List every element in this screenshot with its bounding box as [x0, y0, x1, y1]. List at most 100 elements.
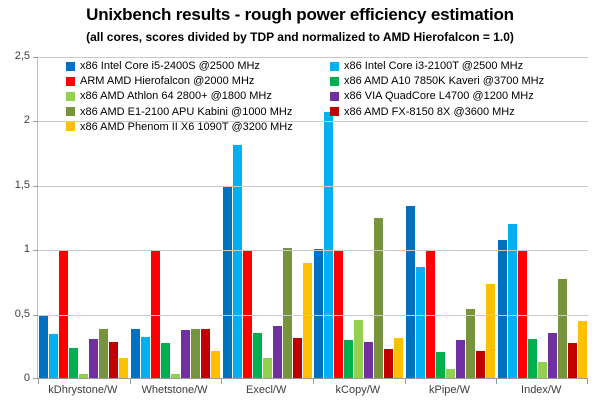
y-axis-label: 0,5 [14, 307, 30, 320]
bar [557, 278, 567, 379]
y-axis: 0 0,5 1 1,5 2 2,5 [0, 0, 30, 408]
legend-item: x86 Intel Core i3-2100T @2500 MHz [330, 60, 523, 72]
bar [222, 185, 232, 379]
bar [486, 283, 496, 379]
category-label: kCopy/W [335, 384, 381, 396]
legend-item-label: x86 Intel Core i3-2100T @2500 MHz [344, 60, 524, 72]
bar [364, 341, 374, 379]
legend-item-label: x86 AMD FX-8150 8X @3600 MHz [344, 105, 515, 118]
bar [507, 224, 517, 379]
bar [272, 326, 282, 379]
legend-item-label: x86 AMD A10 7850K Kaveri @3700 MHz [344, 75, 545, 88]
x-axis-tick [221, 379, 223, 384]
bar [232, 144, 242, 379]
gridline [38, 314, 588, 316]
legend-item-label: x86 AMD E1-2100 APU Kabini @1000 MHz [80, 105, 293, 118]
legend-swatch-icon [66, 122, 75, 132]
bar [292, 337, 302, 379]
bar [547, 332, 557, 379]
bar [59, 250, 69, 379]
bar [161, 342, 170, 379]
bar-group [38, 57, 130, 379]
bar [324, 112, 334, 379]
category-label: kDhrystone/W [48, 384, 118, 396]
category-label: kPipe/W [429, 384, 470, 396]
x-axis-tick [404, 379, 406, 384]
bar [39, 314, 49, 379]
bar [426, 250, 436, 379]
legend-item: x86 AMD E1-2100 APU Kabini @1000 MHz [66, 106, 292, 118]
y-axis-label: 2 [23, 114, 30, 127]
gridline [38, 57, 588, 58]
legend-item-label: x86 AMD Phenom II X6 1090T @3200 MHz [80, 120, 293, 133]
bar [446, 368, 456, 379]
bar [201, 328, 210, 379]
bar [517, 250, 527, 379]
y-axis-tick [33, 378, 38, 379]
x-axis-tick [313, 379, 314, 384]
y-axis-label: 1,5 [14, 178, 30, 191]
gridline [38, 185, 588, 187]
bar [151, 250, 160, 379]
bar [99, 328, 109, 379]
category-label: Whetstone/W [141, 384, 208, 396]
bar [109, 341, 119, 379]
x-axis: kDhrystone/W Whetstone/W Execl/W kCopy/W kPi… [37, 384, 587, 396]
bar [181, 330, 190, 379]
bar [119, 358, 129, 379]
bar-group [405, 57, 497, 379]
x-axis-tick [587, 379, 588, 384]
y-axis-tick [33, 57, 38, 58]
bar [527, 339, 537, 379]
bar [191, 328, 200, 379]
bar [282, 247, 292, 379]
legend-swatch-icon [66, 61, 75, 71]
bar [252, 332, 262, 379]
bar [344, 340, 354, 379]
category-label: Execl/W [246, 384, 287, 396]
y-axis-tick [33, 185, 38, 187]
legend-item: x86 Intel Core i5-2400S @2500 MHz [66, 60, 260, 72]
bar [211, 350, 220, 379]
x-axis-line [38, 378, 588, 379]
bar-groups [38, 57, 588, 379]
x-axis-tick [129, 379, 131, 384]
legend-item: x86 AMD Athlon 64 2800+ @1800 MHz [66, 90, 272, 102]
bar-group [130, 57, 222, 379]
bar [141, 336, 150, 379]
bar [406, 206, 416, 379]
x-axis-tick [38, 379, 39, 384]
bar [456, 340, 466, 379]
bar [69, 348, 79, 379]
legend-item-label: x86 AMD Athlon 64 2800+ @1800 MHz [80, 90, 272, 103]
bar-group [313, 57, 405, 379]
bar [436, 351, 446, 379]
legend-swatch-icon [330, 91, 339, 101]
legend-item: ARM AMD Hierofalcon @2000 MHz [66, 75, 254, 87]
y-axis-label: 2,5 [14, 50, 30, 62]
legend-swatch-icon [66, 76, 75, 86]
bar [49, 333, 59, 379]
legend-swatch-icon [330, 107, 339, 117]
legend-item: x86 AMD Phenom II X6 1090T @3200 MHz [66, 121, 293, 133]
legend: x86 Intel Core i5-2400S @2500 MHz ARM AMD… [37, 57, 587, 137]
bar [416, 266, 426, 379]
bar [567, 342, 577, 379]
bar [394, 337, 404, 379]
bar [577, 321, 587, 379]
legend-swatch-icon [66, 107, 75, 117]
bar [314, 248, 324, 379]
plot-area [33, 57, 588, 384]
bar [497, 239, 507, 379]
y-axis-label: 0 [23, 372, 30, 384]
legend-swatch-icon [330, 61, 339, 71]
chart-title: Unixbench results - rough power efficien… [86, 5, 514, 24]
gridline [38, 121, 588, 123]
bar [466, 309, 476, 379]
bar-group [221, 57, 313, 379]
bar [262, 358, 272, 379]
bar [384, 349, 394, 379]
y-axis-tick [33, 250, 38, 252]
legend-item-label: ARM AMD Hierofalcon @2000 MHz [80, 75, 255, 88]
